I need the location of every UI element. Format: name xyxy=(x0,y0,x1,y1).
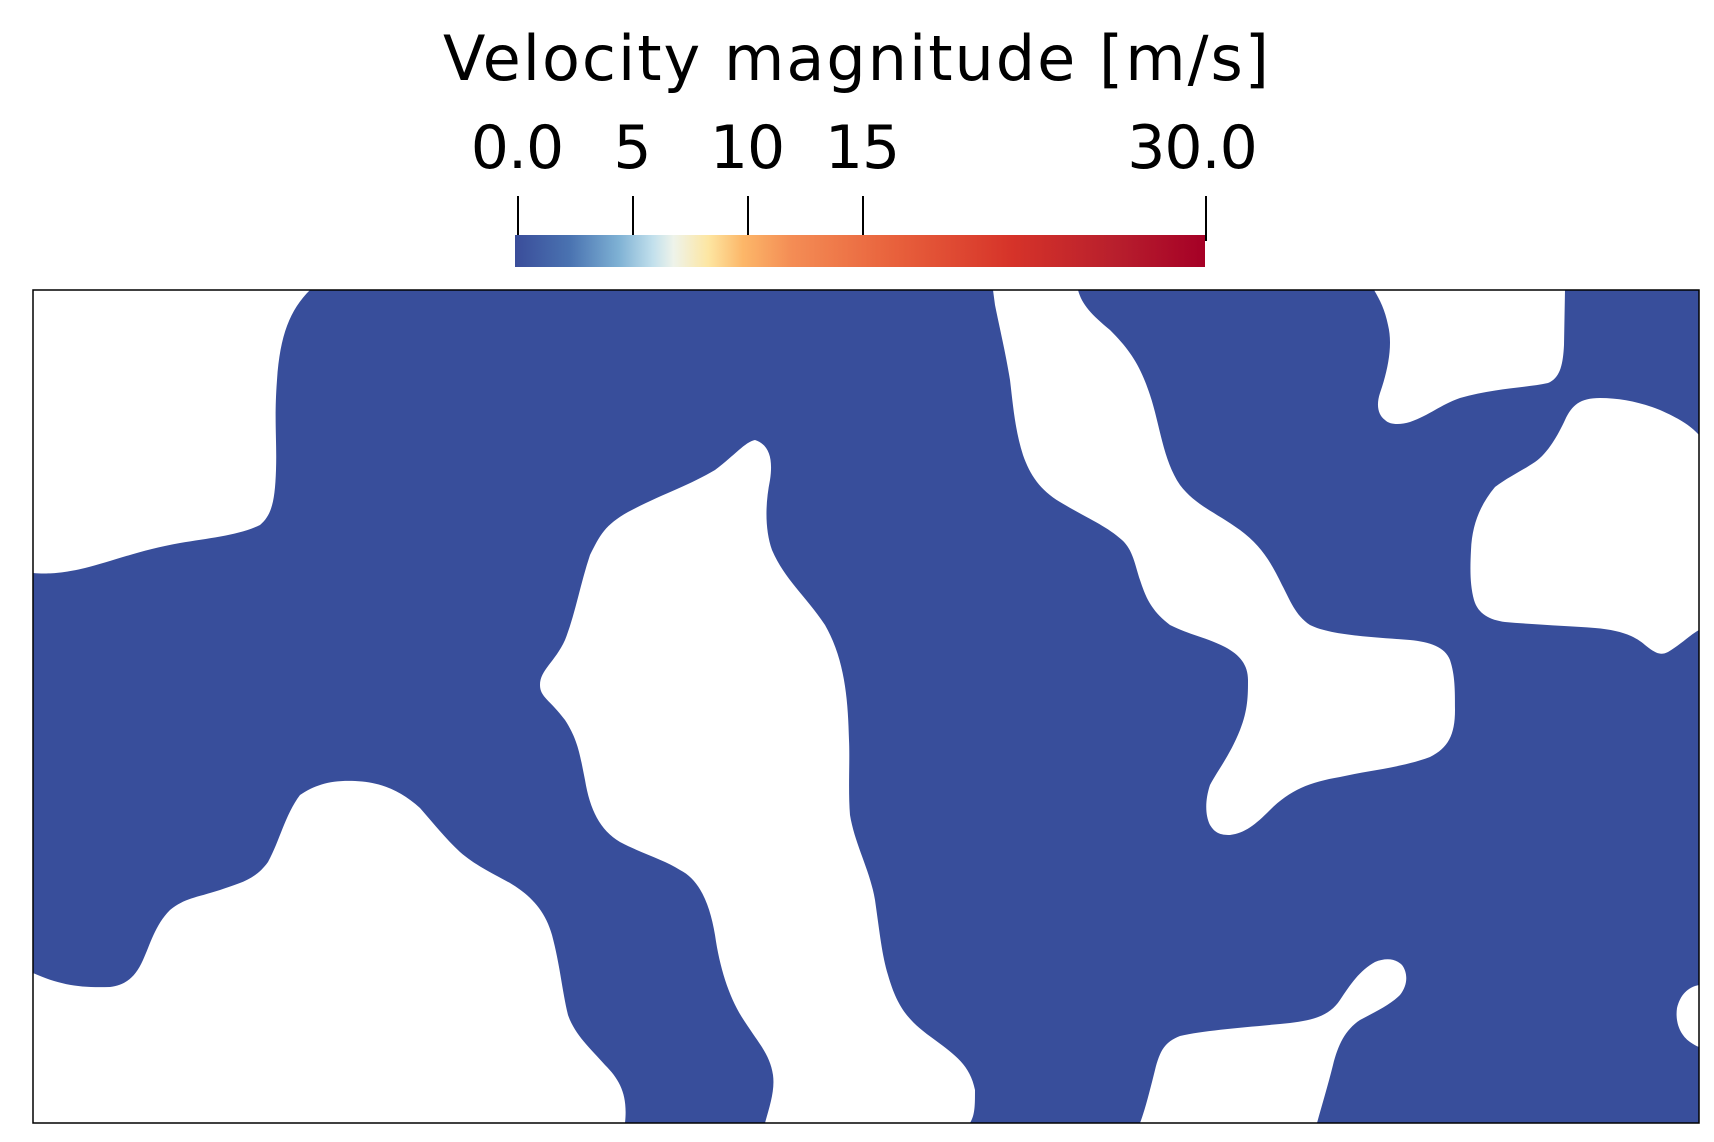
colorbar-tick-line-2 xyxy=(747,196,749,241)
solid-obstacle xyxy=(540,440,975,1123)
solid-obstacle xyxy=(33,290,310,574)
solid-obstacle xyxy=(33,780,626,1123)
colorbar-tick-line-4 xyxy=(1205,196,1207,241)
colorbar-gradient xyxy=(515,235,1205,267)
colorbar-tick-line-0 xyxy=(517,196,519,241)
solid-obstacle xyxy=(993,290,1455,835)
solid-obstacle xyxy=(1676,985,1699,1047)
plot-frame xyxy=(32,289,1700,1124)
solid-obstacle xyxy=(1374,290,1565,425)
colorbar-tick-line-3 xyxy=(862,196,864,241)
colorbar-tick-label-3: 15 xyxy=(824,113,900,183)
solid-obstacle xyxy=(1140,959,1407,1123)
colorbar-tick-label-2: 10 xyxy=(709,113,785,183)
colorbar-tick-label-1: 5 xyxy=(613,113,651,183)
colorbar-tick-line-1 xyxy=(632,196,634,241)
colorbar-title: Velocity magnitude [m/s] xyxy=(443,22,1271,95)
colorbar-tick-label-4: 30.0 xyxy=(1127,113,1258,183)
colorbar-tick-label-0: 0.0 xyxy=(470,113,564,183)
solid-obstacle xyxy=(1470,398,1699,654)
